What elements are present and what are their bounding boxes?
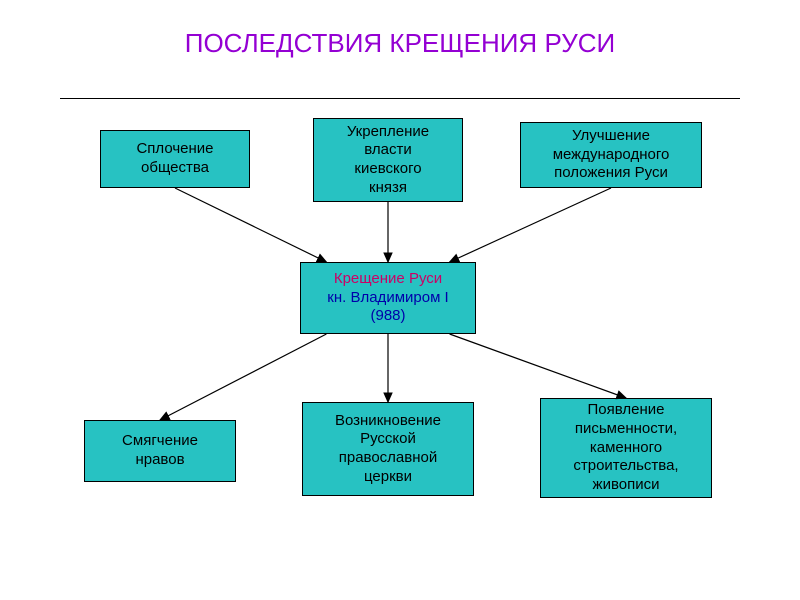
node-top2: Укреплениевластикиевскогокнязя [313,118,463,202]
node-bot1: Смягчениенравов [84,420,236,482]
node-bot3-line-4: живописи [593,476,660,495]
node-top2-line-0: Укрепление [347,123,429,142]
node-bot2-line-1: Русской [360,430,416,449]
node-bot1-line-1: нравов [135,451,184,470]
node-top1: Сплочениеобщества [100,130,250,188]
node-bot3-line-1: письменности, [575,420,677,439]
node-top3-line-1: международного [553,146,670,165]
node-bot3-line-0: Появление [588,401,665,420]
node-top1-line-1: общества [141,159,209,178]
node-bot3-line-2: каменного [590,439,662,458]
node-top2-line-2: киевского [354,160,421,179]
title-line-2: РУСИ [544,28,615,58]
node-top2-line-3: князя [369,179,407,198]
node-top3-line-0: Улучшение [572,127,650,146]
node-center: Крещение Русикн. Владимиром I(988) [300,262,476,334]
node-bot2: ВозникновениеРусскойправославнойцеркви [302,402,474,496]
title-line-1: ПОСЛЕДСТВИЯ КРЕЩЕНИЯ [185,28,537,58]
diagram-title: ПОСЛЕДСТВИЯ КРЕЩЕНИЯ РУСИ [0,0,800,59]
node-bot2-line-3: церкви [364,468,412,487]
node-bot1-line-0: Смягчение [122,432,198,451]
node-top3: Улучшениемеждународногоположения Руси [520,122,702,188]
node-bot3-line-3: строительства, [573,457,678,476]
node-center-line-1: кн. Владимиром I [327,289,448,308]
edge-0 [175,188,326,262]
node-top2-line-1: власти [364,141,411,160]
node-bot3: Появлениеписьменности,каменногостроитель… [540,398,712,498]
edge-2 [450,188,611,262]
node-bot2-line-2: православной [339,449,438,468]
node-center-line-0: Крещение Руси [334,270,442,289]
edge-5 [450,334,626,398]
node-bot2-line-0: Возникновение [335,412,441,431]
node-top3-line-2: положения Руси [554,164,668,183]
node-center-line-2: (988) [370,307,405,326]
node-top1-line-0: Сплочение [136,140,213,159]
title-underline [60,98,740,99]
